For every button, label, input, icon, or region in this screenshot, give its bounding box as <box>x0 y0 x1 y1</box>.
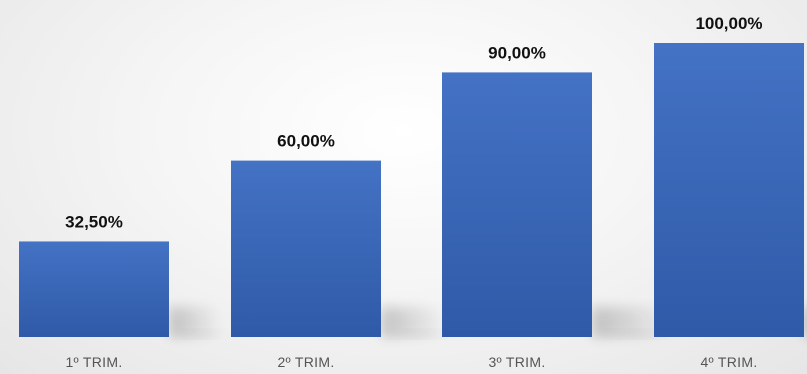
bar <box>231 160 381 337</box>
bar <box>654 43 804 337</box>
category-label: 4º TRIM. <box>700 354 757 370</box>
category-labels: 1º TRIM. 2º TRIM. 3º TRIM. 4º TRIM. <box>65 354 757 370</box>
data-label: 32,50% <box>65 212 123 231</box>
data-label: 60,00% <box>277 132 335 151</box>
category-label: 2º TRIM. <box>277 354 334 370</box>
bar <box>19 241 169 337</box>
category-label: 3º TRIM. <box>488 354 545 370</box>
data-label: 90,00% <box>488 43 546 62</box>
bar-shadow <box>381 307 446 337</box>
bars <box>19 43 804 338</box>
bar-shadow <box>169 307 221 337</box>
data-label: 100,00% <box>695 14 762 33</box>
data-labels: 32,50% 60,00% 90,00% 100,00% <box>65 14 762 231</box>
category-label: 1º TRIM. <box>65 354 122 370</box>
bar <box>442 72 592 338</box>
bar-shadow <box>804 307 807 337</box>
